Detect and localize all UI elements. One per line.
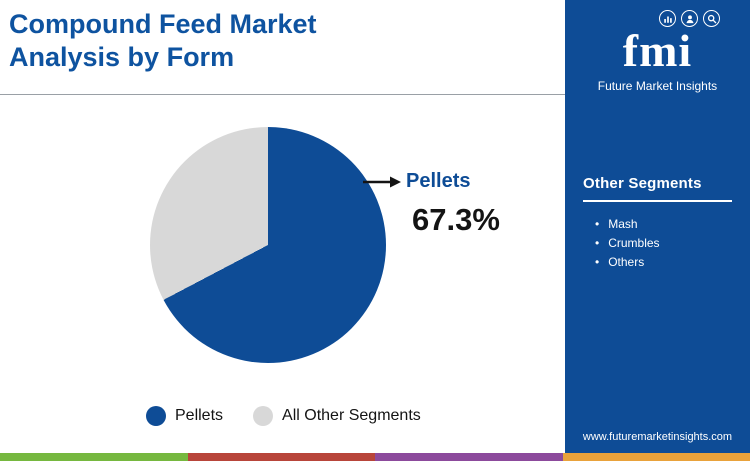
chart-panel: Compound Feed Market Analysis by Form Pe… [0, 8, 565, 426]
footer-stripe [0, 453, 750, 461]
pie-chart [150, 127, 386, 363]
legend-item: All Other Segments [253, 406, 421, 426]
stripe-segment [375, 453, 563, 461]
person-icon [681, 10, 698, 27]
page-title: Compound Feed Market Analysis by Form [9, 8, 317, 75]
sidebar-segment-item: Mash [595, 217, 732, 231]
magnifier-icon [703, 10, 720, 27]
legend-label: Pellets [175, 407, 224, 424]
other-segments-list: Mash Crumbles Others [583, 217, 732, 269]
bar-chart-icon [659, 10, 676, 27]
logo-wordmark: fmi [622, 25, 693, 76]
callout-value: 67.3% [412, 202, 500, 237]
chart-legend: Pellets All Other Segments [146, 406, 421, 426]
pie-callout-row: Pellets [363, 170, 500, 193]
legend-label: All Other Segments [282, 407, 421, 424]
logo-icons [565, 10, 750, 27]
other-segments-title: Other Segments [583, 175, 702, 192]
sidebar-segment-item: Others [595, 255, 732, 269]
header-divider [0, 94, 565, 95]
legend-swatch [146, 406, 166, 426]
website-url: www.futuremarketinsights.com [582, 431, 733, 443]
sidebar-segment-item: Crumbles [595, 236, 732, 250]
page-title-line1: Compound Feed Market [9, 9, 317, 39]
stripe-segment [562, 453, 750, 461]
page-title-line2: Analysis by Form [9, 42, 235, 73]
legend-swatch [253, 406, 274, 426]
pie-callout: Pellets 67.3% [363, 170, 500, 238]
sidebar: fmi Future Market Insights Other Segment… [565, 0, 750, 453]
other-segments-section: Other Segments Mash Crumbles Others [565, 175, 750, 269]
callout-arrow-icon [363, 176, 401, 187]
other-segments-underline [583, 200, 732, 202]
stripe-segment [187, 453, 375, 461]
logo-subtitle: Future Market Insights [597, 79, 718, 93]
callout-label: Pellets [406, 170, 471, 192]
stripe-segment [0, 453, 188, 461]
fmi-logo: fmi Future Market Insights [565, 0, 750, 93]
legend-item: Pellets [146, 406, 223, 426]
